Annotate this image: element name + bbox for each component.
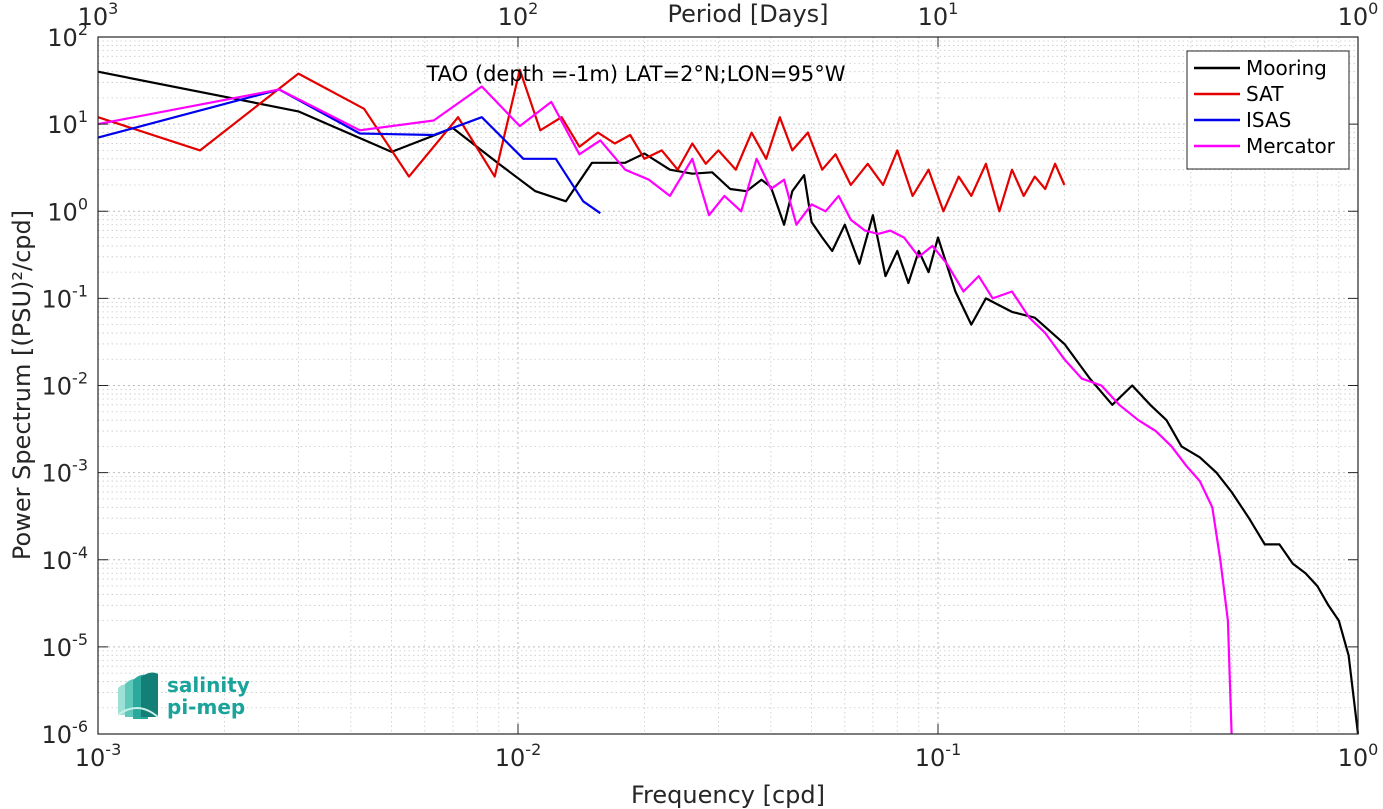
y-tick-label: 10-6 [42, 717, 89, 749]
x-tick-label: 10-2 [495, 740, 542, 772]
x2-tick-label: 102 [498, 0, 539, 31]
salinity-pi-mep-logo: salinity pi-mep [117, 672, 250, 719]
y-tick-label: 10-4 [42, 543, 89, 575]
x2-tick-label: 103 [78, 0, 119, 31]
series-line-sat [97, 68, 1066, 213]
x-tick-label: 10-1 [915, 740, 962, 772]
x2-tick-label: 100 [1338, 0, 1379, 31]
logo-line-1: salinity [167, 673, 250, 697]
logo-mark-icon [117, 672, 159, 719]
y-tick-label: 100 [47, 194, 88, 226]
y-tick-label: 10-1 [42, 281, 89, 313]
legend-label: ISAS [1246, 108, 1291, 132]
x-axis-label: Frequency [cpd] [631, 781, 825, 809]
y-tick-label: 102 [47, 20, 88, 52]
y-tick-label: 10-5 [42, 630, 89, 662]
series-line-mooring [97, 70, 1360, 735]
logo-line-2: pi-mep [167, 695, 245, 719]
y-tick-label: 10-3 [42, 456, 89, 488]
chart-title: TAO (depth =-1m) LAT=2°N;LON=95°W [425, 62, 845, 86]
legend-label: Mercator [1246, 134, 1336, 158]
tick-marks [97, 36, 1359, 735]
y-tick-label: 101 [47, 107, 88, 139]
y-axis-label: Power Spectrum [(PSU)²/cpd] [8, 210, 36, 560]
series-layer [97, 68, 1360, 735]
x-tick-label: 10-3 [75, 740, 122, 772]
legend-box [1186, 50, 1350, 170]
top-x-axis-label: Period [Days] [667, 0, 828, 28]
legend-label: Mooring [1246, 56, 1327, 80]
minor-gridlines [98, 37, 1358, 734]
series-line-mercator [97, 85, 1233, 735]
y-tick-label: 10-2 [42, 369, 89, 401]
x-tick-label: 100 [1338, 740, 1379, 772]
x2-tick-label: 101 [918, 0, 959, 31]
legend-label: SAT [1246, 82, 1284, 106]
